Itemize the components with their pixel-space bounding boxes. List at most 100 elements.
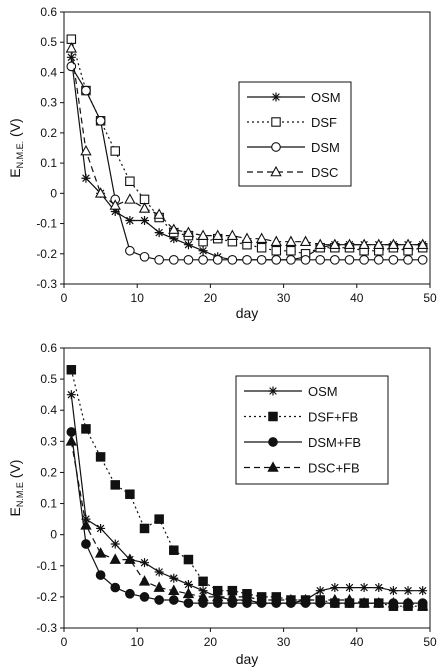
data-point <box>387 238 400 250</box>
y-tick-label: 0 <box>50 186 57 200</box>
data-point <box>329 593 341 605</box>
data-point <box>373 596 385 608</box>
legend-label: DSM+FB <box>308 435 361 450</box>
x-tick-label: 0 <box>61 291 68 305</box>
y-tick-label: 0.5 <box>40 372 57 386</box>
data-point <box>374 583 384 593</box>
data-point <box>344 583 354 593</box>
legend-label: DSF <box>311 115 337 130</box>
y-tick-label: -0.2 <box>36 247 57 261</box>
data-point <box>417 238 429 250</box>
y-tick-label: 0.2 <box>40 126 57 140</box>
chart-2: 0.6 0.5 0.4 0.3 0.2 0.1 0 -0.1 -0.2 -0.3 0 10 20 30 40… <box>7 341 437 667</box>
data-point <box>315 254 326 265</box>
data-point <box>417 600 429 611</box>
y-axis-title-subscript: N.M.E <box>15 482 25 507</box>
data-point <box>139 523 150 534</box>
x-axis-title: day <box>236 651 259 667</box>
y-tick-label: -0.3 <box>36 621 57 635</box>
legend: OSM DSF+FB DSM+FB DSC+FB <box>235 375 389 485</box>
chart-1: 0.6 0.5 0.4 0.3 0.2 0.1 0 -0.1 -0.2 -0.3 0 10 20 30 40… <box>7 5 437 321</box>
data-point <box>329 254 340 265</box>
legend-marker <box>268 386 278 396</box>
data-point <box>66 390 76 400</box>
data-point <box>125 216 135 226</box>
data-point <box>81 514 91 524</box>
data-point <box>94 187 107 198</box>
data-point <box>403 254 413 265</box>
data-point <box>96 523 106 533</box>
data-point <box>169 545 179 555</box>
x-tick-label: 30 <box>277 291 291 305</box>
y-tick-label: -0.1 <box>36 217 57 231</box>
data-point <box>330 583 340 593</box>
y-axis-title-main: E <box>7 507 23 516</box>
y-axis-title-unit: (V) <box>7 460 23 483</box>
plot-area <box>63 347 431 629</box>
y-axis-title-unit: (V) <box>7 118 23 141</box>
data-point <box>285 235 297 246</box>
data-point <box>255 232 268 243</box>
data-point <box>256 254 267 265</box>
data-point <box>314 593 326 605</box>
data-point <box>80 144 92 156</box>
legend-marker <box>271 92 281 102</box>
data-point <box>125 588 135 599</box>
data-point <box>125 489 135 499</box>
data-point <box>183 554 194 565</box>
data-point <box>81 539 91 549</box>
legend-label: DSF+FB <box>308 410 358 425</box>
data-point <box>65 435 77 446</box>
data-point <box>299 593 312 605</box>
data-point <box>183 240 193 250</box>
data-point <box>154 567 164 577</box>
data-point <box>212 254 223 265</box>
y-tick-label: -0.3 <box>36 277 57 291</box>
data-point <box>212 229 224 240</box>
x-tick-label: 20 <box>204 635 218 649</box>
data-point <box>255 593 268 605</box>
data-point <box>418 586 428 596</box>
data-point <box>182 587 195 599</box>
data-point <box>373 238 385 250</box>
y-tick-label: 0.5 <box>40 35 57 49</box>
data-point <box>154 228 164 238</box>
data-point <box>110 146 120 156</box>
data-point <box>139 251 150 262</box>
legend-marker <box>267 461 279 472</box>
y-tick-label: -0.1 <box>36 559 57 573</box>
data-point <box>138 202 151 213</box>
data-point <box>125 176 135 186</box>
data-point <box>402 596 414 608</box>
data-point <box>109 553 121 564</box>
data-point <box>300 254 311 265</box>
y-tick-label: 0.1 <box>40 156 57 170</box>
data-point <box>343 238 356 250</box>
data-point <box>66 365 77 375</box>
data-point <box>226 590 239 602</box>
data-point <box>373 254 384 265</box>
y-tick-label: 0.3 <box>40 96 57 110</box>
legend-label: DSC <box>311 165 338 180</box>
data-point <box>81 85 91 96</box>
data-point <box>315 586 325 596</box>
data-point <box>197 590 209 602</box>
data-point <box>271 246 282 256</box>
x-tick-label: 30 <box>277 635 291 649</box>
data-point <box>109 199 121 210</box>
legend-marker <box>271 142 281 152</box>
data-point <box>95 115 106 126</box>
data-point <box>387 596 400 608</box>
data-point <box>81 424 91 434</box>
data-point <box>140 558 150 568</box>
x-axis-title: day <box>236 305 259 321</box>
data-point <box>242 254 252 265</box>
y-tick-label: 0 <box>50 528 57 542</box>
data-point <box>169 573 179 583</box>
x-tick-label: 10 <box>131 635 145 649</box>
data-point <box>358 238 370 250</box>
data-point <box>198 586 208 596</box>
data-point <box>80 519 92 530</box>
legend: OSM DSF DSM DSC <box>238 81 352 187</box>
